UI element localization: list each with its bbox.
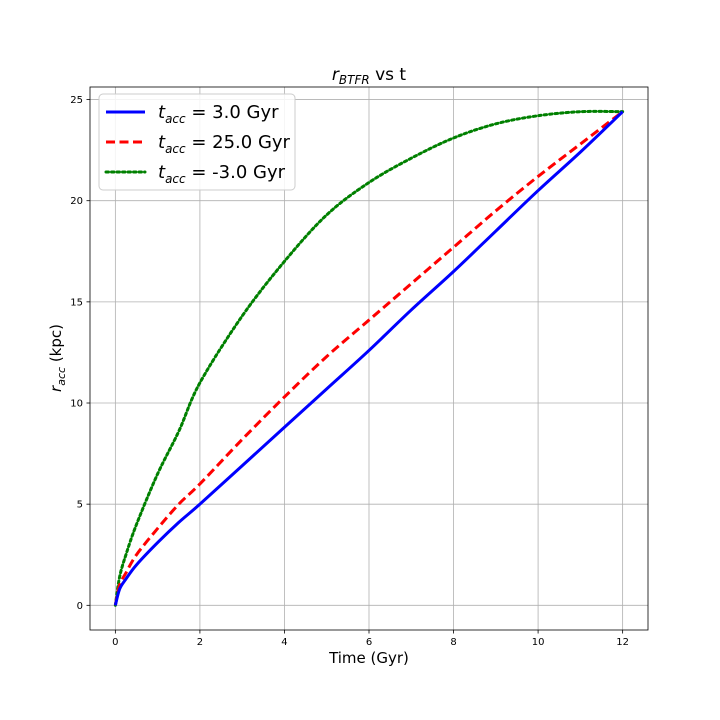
legend-label-rest: = 3.0 Gyr — [186, 102, 279, 123]
y-tick-label: 0 — [77, 601, 83, 612]
y-tick-label: 5 — [77, 500, 83, 511]
series-line-1 — [113, 110, 624, 606]
legend-label-main: t — [158, 162, 166, 183]
x-tick-label: 4 — [281, 637, 287, 648]
chart-title-rest: vs t — [370, 65, 407, 85]
y-axis-ticks: 0 5 10 15 20 25 — [70, 95, 90, 612]
legend-label-1: tacc = 25.0 Gyr — [158, 132, 291, 156]
chart-title: rBTFR vs t — [332, 65, 407, 87]
y-axis-label-sub: acc — [55, 367, 68, 386]
x-tick-label: 2 — [197, 637, 203, 648]
y-tick-label: 20 — [70, 196, 83, 207]
y-axis-label: racc (kpc) — [47, 324, 68, 392]
series-line-0 — [113, 110, 624, 606]
y-axis-label-main: r — [47, 385, 65, 392]
x-tick-label: 0 — [112, 637, 118, 648]
x-axis-label: Time (Gyr) — [328, 649, 409, 667]
x-tick-label: 8 — [450, 637, 456, 648]
legend-label-sub: acc — [165, 172, 186, 186]
legend-label-main: t — [158, 102, 166, 123]
chart-title-sub: BTFR — [339, 73, 370, 87]
y-axis-label-rest: (kpc) — [47, 324, 65, 367]
legend-label-0: tacc = 3.0 Gyr — [158, 102, 279, 126]
legend-box — [98, 93, 296, 191]
legend-label-rest: = -3.0 Gyr — [186, 162, 286, 183]
series-line-2 — [113, 109, 625, 607]
legend-label-main: t — [158, 132, 166, 153]
x-tick-label: 12 — [616, 637, 629, 648]
series-lines — [113, 109, 625, 607]
legend-label-sub: acc — [165, 112, 186, 126]
legend-label-sub: acc — [165, 142, 186, 156]
y-tick-label: 15 — [70, 297, 83, 308]
legend-label-rest: = 25.0 Gyr — [186, 132, 291, 153]
chart-title-main: r — [332, 65, 340, 85]
y-tick-label: 25 — [70, 95, 83, 106]
legend-label-2: tacc = -3.0 Gyr — [158, 162, 286, 186]
grid-lines — [90, 87, 648, 630]
x-tick-label: 10 — [532, 637, 545, 648]
y-tick-label: 10 — [70, 399, 83, 410]
x-tick-label: 6 — [366, 637, 372, 648]
x-axis-ticks: 0 2 4 6 8 10 12 — [112, 630, 629, 648]
